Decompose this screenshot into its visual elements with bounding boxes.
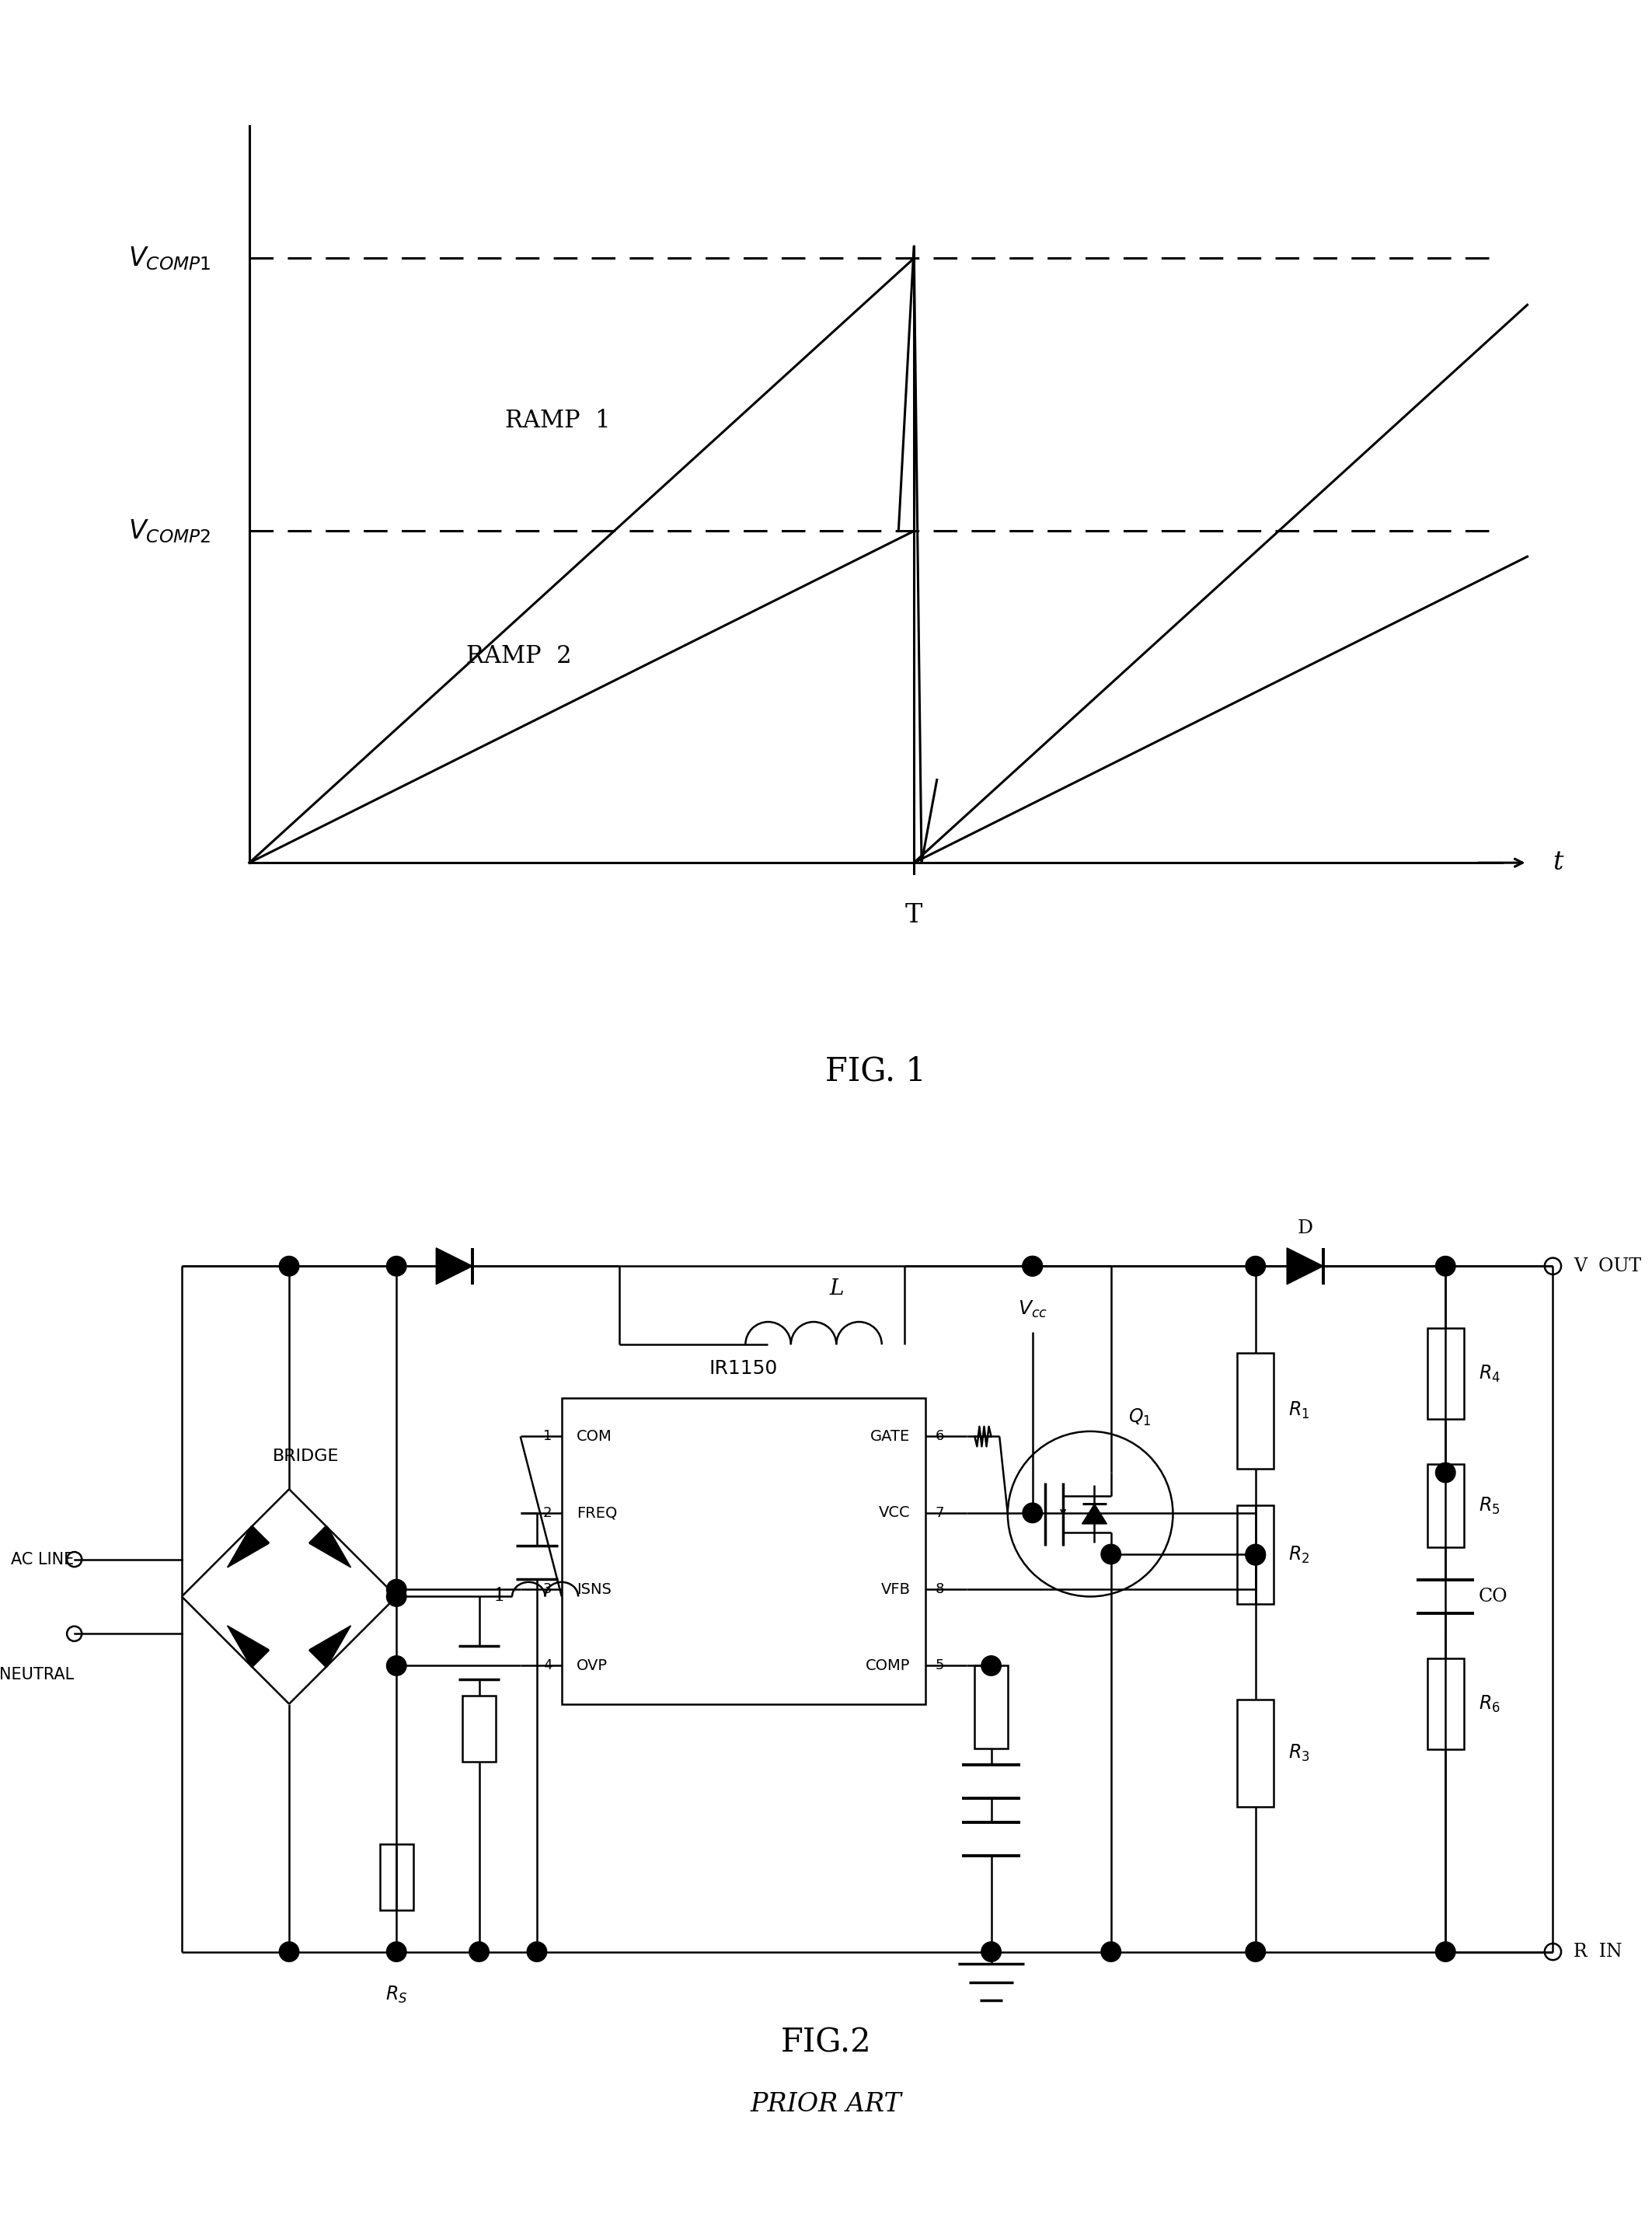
Bar — [1427, 1328, 1464, 1419]
Bar — [380, 1843, 413, 1910]
Polygon shape — [309, 1626, 350, 1668]
Text: FIG.2: FIG.2 — [781, 2026, 871, 2059]
Text: t: t — [1553, 851, 1563, 875]
Circle shape — [1436, 1941, 1455, 1961]
Text: 7: 7 — [935, 1506, 943, 1519]
Text: COM: COM — [577, 1428, 613, 1444]
Circle shape — [1023, 1504, 1042, 1524]
Text: PRIOR ART: PRIOR ART — [750, 2092, 902, 2117]
Text: $R_S$: $R_S$ — [385, 1986, 408, 2006]
Circle shape — [387, 1657, 406, 1675]
Bar — [562, 1399, 925, 1704]
Text: $V_{COMP1}$: $V_{COMP1}$ — [129, 244, 211, 271]
Text: FIG. 1: FIG. 1 — [824, 1055, 927, 1088]
Bar — [463, 1695, 496, 1761]
Text: $R_3$: $R_3$ — [1289, 1743, 1310, 1763]
Text: $R_5$: $R_5$ — [1479, 1495, 1500, 1517]
Circle shape — [1246, 1941, 1265, 1961]
Circle shape — [527, 1941, 547, 1961]
Text: 2: 2 — [544, 1506, 552, 1519]
Text: L: L — [829, 1277, 844, 1299]
Circle shape — [1102, 1544, 1122, 1564]
Polygon shape — [1287, 1248, 1323, 1284]
Text: D: D — [1297, 1219, 1313, 1237]
Circle shape — [981, 1657, 1001, 1675]
Circle shape — [387, 1257, 406, 1277]
Text: RAMP  1: RAMP 1 — [506, 409, 610, 433]
Text: $R_2$: $R_2$ — [1289, 1544, 1310, 1566]
Text: VFB: VFB — [881, 1581, 910, 1597]
Text: RAMP  2: RAMP 2 — [466, 644, 572, 669]
Circle shape — [387, 1579, 406, 1599]
Text: $V_{COMP2}$: $V_{COMP2}$ — [129, 517, 211, 544]
Text: $Q_1$: $Q_1$ — [1128, 1408, 1151, 1428]
Text: IR1150: IR1150 — [709, 1359, 778, 1377]
Text: 5: 5 — [935, 1659, 943, 1672]
Bar — [1427, 1464, 1464, 1548]
Text: $R_6$: $R_6$ — [1479, 1695, 1500, 1715]
Polygon shape — [309, 1526, 350, 1568]
Text: 6: 6 — [935, 1430, 943, 1444]
Circle shape — [1102, 1941, 1122, 1961]
Text: CO: CO — [1479, 1588, 1508, 1606]
Text: T: T — [905, 904, 922, 928]
Circle shape — [279, 1941, 299, 1961]
Text: 3: 3 — [544, 1581, 552, 1597]
Text: COMP: COMP — [866, 1659, 910, 1672]
Circle shape — [469, 1941, 489, 1961]
Circle shape — [1246, 1257, 1265, 1277]
Circle shape — [981, 1941, 1001, 1961]
Bar — [1237, 1699, 1274, 1806]
Text: AC LINE: AC LINE — [12, 1552, 74, 1568]
Text: 1: 1 — [494, 1586, 506, 1604]
Circle shape — [1023, 1257, 1042, 1277]
Circle shape — [387, 1586, 406, 1606]
Text: VCC: VCC — [879, 1506, 910, 1521]
Text: 1: 1 — [544, 1430, 552, 1444]
Text: 8: 8 — [935, 1581, 943, 1597]
Text: OVP: OVP — [577, 1659, 608, 1672]
Bar — [1237, 1353, 1274, 1468]
Polygon shape — [228, 1526, 269, 1568]
Bar — [1427, 1659, 1464, 1750]
Circle shape — [1436, 1257, 1455, 1277]
Bar — [1237, 1506, 1274, 1604]
Text: AC NEUTRAL: AC NEUTRAL — [0, 1668, 74, 1684]
Text: GATE: GATE — [871, 1428, 910, 1444]
Circle shape — [1436, 1464, 1455, 1484]
Text: R  IN: R IN — [1574, 1943, 1622, 1961]
Circle shape — [1246, 1544, 1265, 1564]
Text: $V_{cc}$: $V_{cc}$ — [1018, 1299, 1047, 1319]
Polygon shape — [1082, 1504, 1107, 1524]
Text: V  OUT: V OUT — [1574, 1257, 1640, 1275]
Polygon shape — [228, 1626, 269, 1668]
Text: $R_4$: $R_4$ — [1479, 1364, 1500, 1384]
Text: ISNS: ISNS — [577, 1581, 611, 1597]
Circle shape — [279, 1257, 299, 1277]
Text: FREQ: FREQ — [577, 1506, 618, 1521]
Text: 4: 4 — [544, 1659, 552, 1672]
Polygon shape — [436, 1248, 472, 1284]
Circle shape — [1023, 1257, 1042, 1277]
Bar — [975, 1666, 1008, 1748]
Circle shape — [1246, 1546, 1265, 1566]
Text: BRIDGE: BRIDGE — [273, 1448, 339, 1464]
Text: $R_1$: $R_1$ — [1289, 1401, 1310, 1421]
Circle shape — [387, 1941, 406, 1961]
